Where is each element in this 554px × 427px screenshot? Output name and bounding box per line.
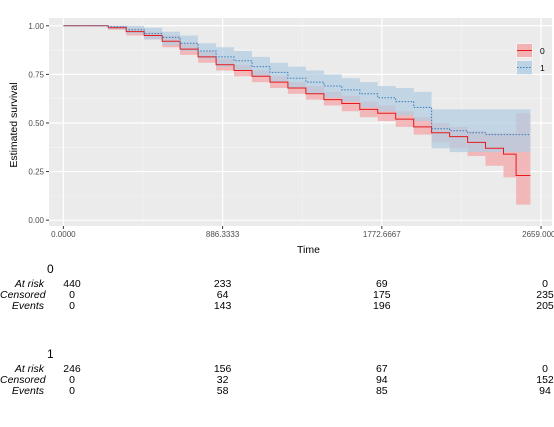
risk-table-cell: 69 (375, 278, 388, 290)
risk-table-cell: 196 (373, 300, 391, 312)
x-tick-label: 886.3333 (206, 230, 240, 239)
risk-label-events: Events (11, 385, 44, 397)
risk-table-cell: 0 (69, 300, 75, 312)
y-tick-label: 0.75 (28, 70, 44, 79)
risk-label-events: Events (11, 300, 44, 312)
risk-table-cell: 85 (375, 385, 388, 397)
risk-table-cell: 143 (213, 300, 232, 312)
risk-label-at-risk: At risk (14, 278, 44, 290)
risk-table-cell: 235 (536, 289, 554, 301)
x-tick-label: 0.0000 (51, 230, 76, 239)
x-tick-label: 2659.0000 (522, 230, 554, 239)
risk-table-cell: 0 (542, 278, 548, 290)
y-tick-label: 0.25 (28, 168, 44, 177)
risk-table-group-0: 0 At risk Censored Events 440 233 69 0 0 64 17… (0, 262, 554, 322)
risk-table-group-1: 1 At risk Censored Events 246 156 67 0 0 32 94… (0, 347, 554, 407)
risk-table-cell: 0 (69, 374, 75, 386)
risk-table-cell: 0 (542, 363, 548, 375)
survival-curve-1 (63, 25, 531, 136)
risk-table-cell: 233 (213, 278, 232, 290)
risk-table-cell: 32 (216, 374, 229, 386)
risk-table-cell: 246 (63, 363, 81, 375)
risk-table-cell: 156 (213, 363, 232, 375)
risk-table-cell: 440 (63, 278, 81, 290)
y-tick-label: 0.50 (28, 119, 44, 128)
risk-table-cell: 0 (69, 289, 75, 301)
risk-table-title: 0 (47, 262, 54, 276)
risk-label-censored: Censored (0, 289, 46, 301)
risk-table-cell: 0 (69, 385, 75, 397)
risk-label-censored: Censored (0, 374, 46, 386)
y-tick-label: 0.00 (28, 216, 44, 225)
risk-label-at-risk: At risk (14, 363, 44, 375)
x-tick-label: 1772.6667 (363, 230, 401, 239)
risk-table-title: 1 (47, 347, 54, 361)
risk-table-cell: 58 (216, 385, 229, 397)
risk-table-cell: 94 (375, 374, 388, 386)
y-tick-label: 1.00 (28, 22, 44, 31)
risk-table-cell: 152 (536, 374, 554, 386)
risk-table-cell: 64 (216, 289, 229, 301)
survival-curve-0 (63, 25, 531, 176)
confidence-band-1 (63, 25, 531, 153)
risk-table-cell: 205 (536, 300, 554, 312)
legend-label: 0 (540, 46, 545, 56)
survival-chart: 0.00 0.25 0.50 0.75 1.00 0.0000 886.3333 1772.6… (8, 18, 554, 256)
x-axis-title: Time (297, 244, 320, 256)
legend-label: 1 (540, 63, 545, 73)
risk-table-cell: 67 (375, 363, 388, 375)
y-axis-title: Estimated survival (8, 82, 20, 167)
risk-table-cell: 175 (373, 289, 391, 301)
risk-table-cell: 94 (539, 385, 551, 397)
